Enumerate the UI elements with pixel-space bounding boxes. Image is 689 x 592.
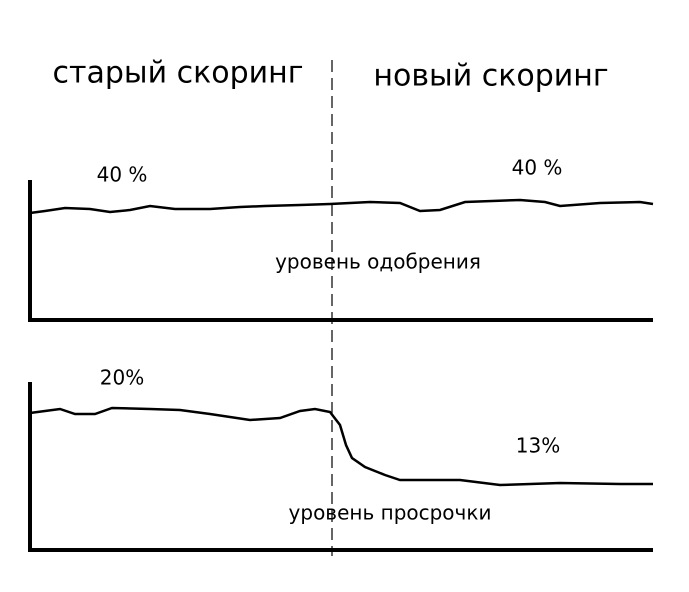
right-label: 13%	[516, 434, 560, 458]
right-label: 40 %	[512, 156, 563, 180]
left-label: 20%	[100, 366, 144, 390]
delinquency-line	[29, 406, 653, 487]
left-label: 40 %	[97, 163, 148, 187]
axes	[28, 382, 653, 552]
approval-line	[29, 198, 654, 215]
caption: уровень одобрения	[275, 250, 481, 274]
caption: уровень просрочки	[289, 501, 492, 525]
left-title: старый скоринг	[52, 56, 303, 91]
right-title: новый скоринг	[373, 59, 608, 94]
axes	[28, 180, 653, 322]
